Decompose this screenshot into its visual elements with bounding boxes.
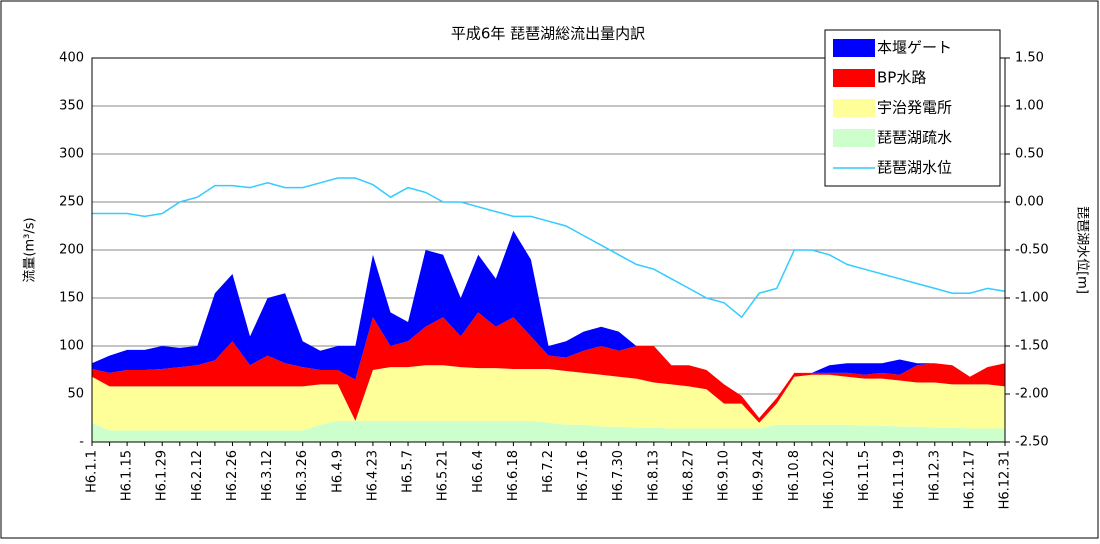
legend-swatch <box>833 69 875 87</box>
x-tick-label: H6.12.3 <box>927 450 942 501</box>
x-tick-label: H6.8.13 <box>646 450 661 501</box>
x-tick-label: H6.7.30 <box>611 450 626 501</box>
area <box>92 420 1005 442</box>
y-tick-label: 50 <box>67 387 84 402</box>
y2-tick-label: -1.50 <box>1015 339 1049 354</box>
x-tick-label: H6.8.27 <box>681 450 696 501</box>
level-line <box>92 177 1006 319</box>
legend-label: 琵琶湖水位 <box>877 159 952 177</box>
y-axis-label: 流量(m³/s) <box>23 217 38 282</box>
y2-tick-label: 1.50 <box>1015 51 1044 66</box>
x-tick-label: H6.6.4 <box>471 450 486 493</box>
x-tick-label: H6.5.21 <box>436 450 451 501</box>
x-tick-label: H6.12.31 <box>998 450 1013 509</box>
x-tick-label: H6.9.10 <box>717 450 732 501</box>
legend-label: 琵琶湖疏水 <box>877 129 952 147</box>
x-tick-label: H6.11.19 <box>892 450 907 509</box>
x-tick-label: H6.3.12 <box>260 450 275 501</box>
x-tick-label: H6.4.9 <box>330 450 345 493</box>
y2-tick-label: -2.00 <box>1015 387 1049 402</box>
x-tick-label: H6.3.26 <box>295 450 310 501</box>
y2-tick-label: 0.50 <box>1015 147 1044 162</box>
y-tick-label: 400 <box>59 51 84 66</box>
x-tick-label: H6.12.17 <box>962 450 977 509</box>
y-tick-label: 150 <box>59 291 84 306</box>
x-tick-label: H6.6.18 <box>506 450 521 501</box>
legend-swatch <box>833 99 875 117</box>
legend-label: 宇治発電所 <box>877 99 952 117</box>
y2-axis-label: 琵琶湖水位[m] <box>1075 206 1090 294</box>
x-tick-label: H6.2.26 <box>225 450 240 501</box>
area <box>92 230 1005 418</box>
y2-tick-label: -2.50 <box>1015 435 1049 450</box>
y2-tick-label: 1.00 <box>1015 99 1044 114</box>
y2-tick-label: -0.50 <box>1015 243 1049 258</box>
y2-tick-label: 0.00 <box>1015 195 1044 210</box>
y-tick-label: 100 <box>59 339 84 354</box>
x-tick-label: H6.5.7 <box>401 450 416 493</box>
legend-label: 本堰ゲート <box>877 39 952 57</box>
y-tick-label: 200 <box>59 243 84 258</box>
x-tick-label: H6.7.2 <box>541 450 556 493</box>
y2-tick-label: -1.00 <box>1015 291 1049 306</box>
x-tick-label: H6.9.24 <box>752 450 767 501</box>
x-tick-label: H6.10.8 <box>787 450 802 501</box>
y-tick-label: 300 <box>59 147 84 162</box>
legend-swatch <box>833 39 875 57</box>
y-tick-label: 250 <box>59 195 84 210</box>
x-tick-label: H6.7.16 <box>576 450 591 501</box>
x-tick-label: H6.2.12 <box>190 450 205 501</box>
y-tick-label: 350 <box>59 99 84 114</box>
legend-label: BP水路 <box>877 69 926 87</box>
y-tick-label: - <box>79 435 84 450</box>
x-tick-label: H6.4.23 <box>365 450 380 501</box>
x-tick-label: H6.11.5 <box>857 450 872 501</box>
area <box>92 365 1005 431</box>
x-tick-label: H6.10.22 <box>822 450 837 509</box>
x-tick-label: H6.1.29 <box>155 450 170 501</box>
x-tick-label: H6.1.15 <box>120 450 135 501</box>
legend-swatch <box>833 129 875 147</box>
area <box>92 312 1005 423</box>
x-tick-label: H6.1.1 <box>85 450 100 493</box>
chart-title: 平成6年 琵琶湖総流出量内訳 <box>451 25 645 43</box>
